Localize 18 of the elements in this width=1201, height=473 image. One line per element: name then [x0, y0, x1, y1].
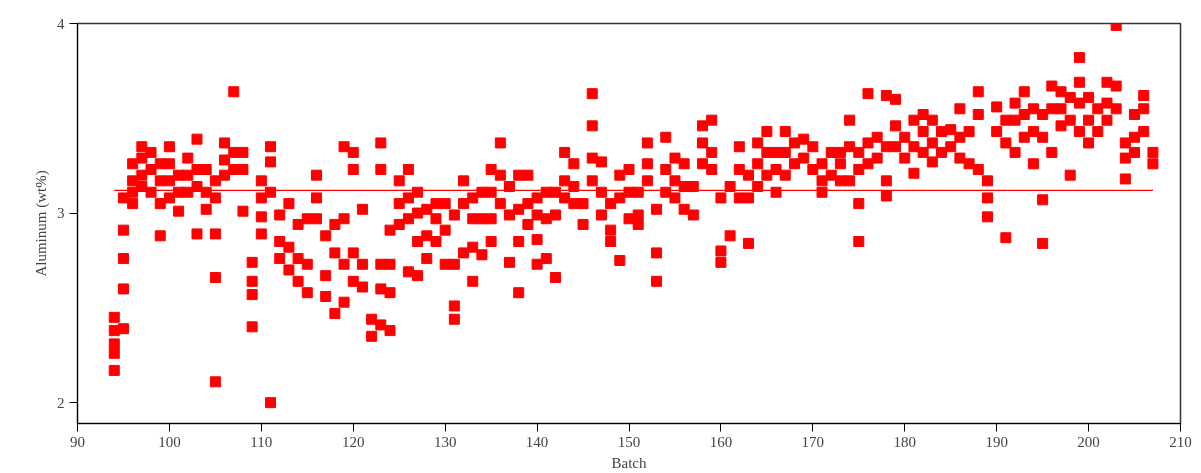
x-tick-label: 120: [342, 433, 365, 450]
y-tick-label: 3: [57, 205, 65, 222]
x-tick-label: 170: [801, 433, 825, 450]
x-tick-label: 160: [709, 433, 733, 450]
x-tick-label: 210: [1169, 433, 1192, 450]
y-tick-label: 4: [57, 15, 65, 32]
y-axis-title: Aluminum (wt%): [33, 170, 50, 277]
x-axis-title: Batch: [611, 454, 647, 471]
x-tick-label: 180: [893, 433, 916, 450]
x-tick-label: 200: [1077, 433, 1100, 450]
x-tick-label: 140: [525, 433, 549, 450]
y-tick-label: 2: [57, 394, 65, 411]
x-tick-label: 190: [985, 433, 1008, 450]
x-tick-label: 130: [433, 433, 457, 450]
x-tick-label: 100: [158, 433, 181, 450]
x-tick-label: 90: [70, 433, 85, 450]
x-tick-label: 150: [617, 433, 641, 450]
x-tick-label: 110: [250, 433, 273, 450]
